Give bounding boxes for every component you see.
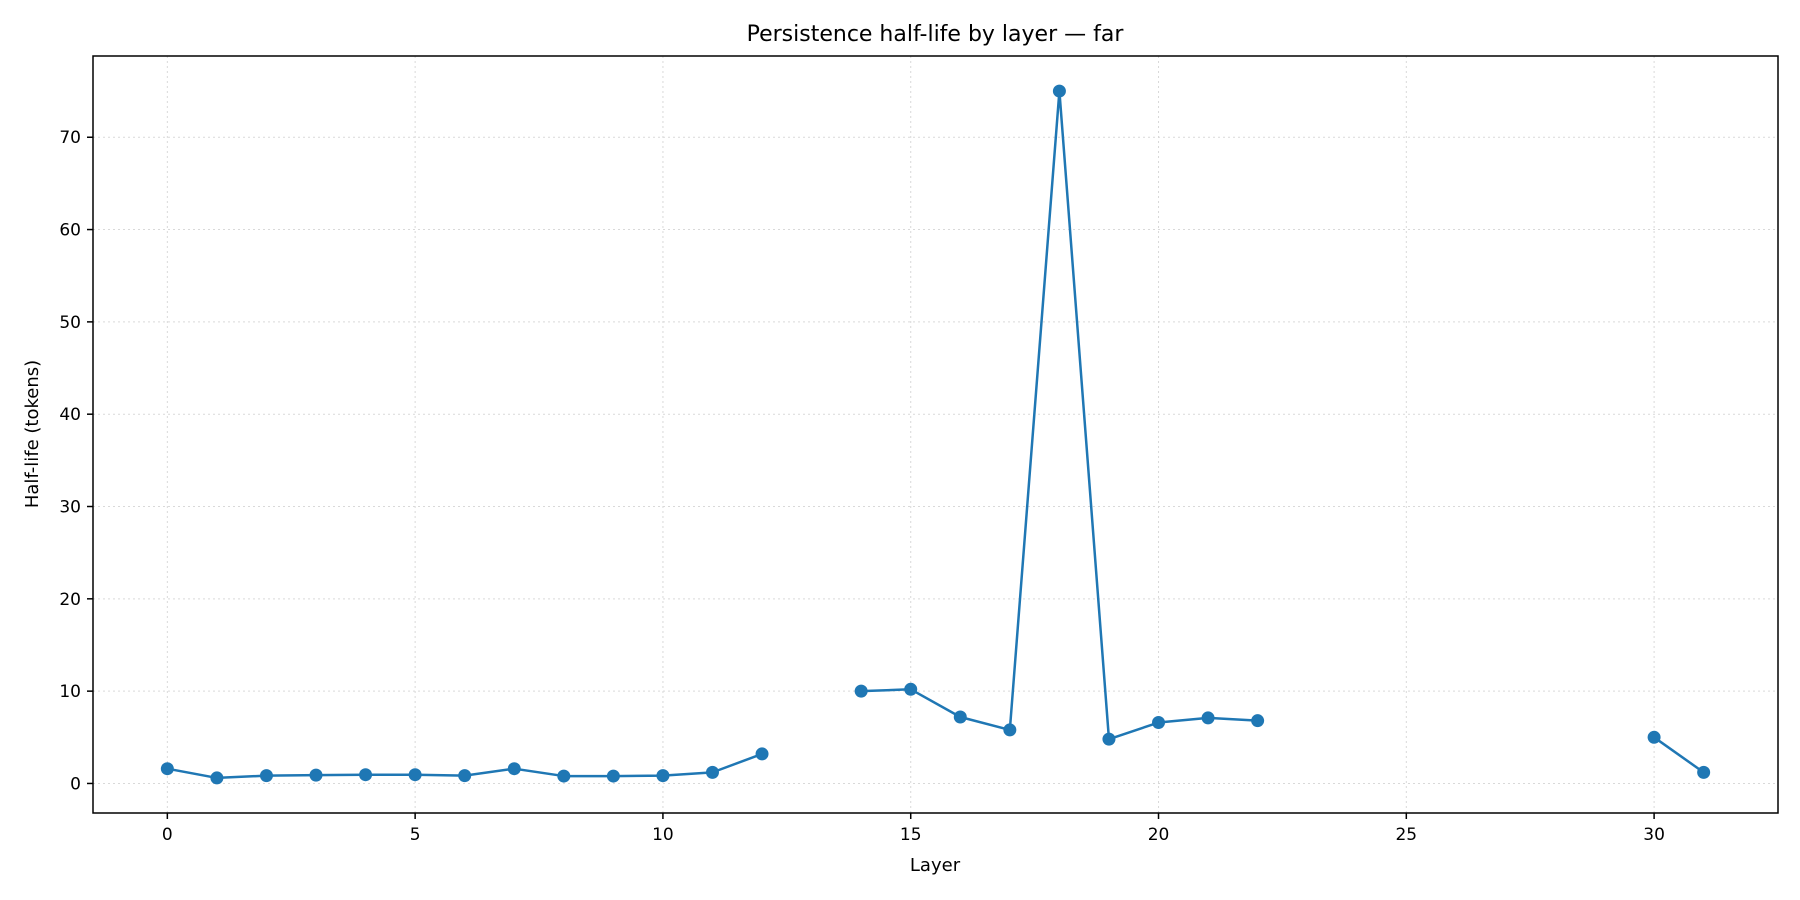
data-point — [507, 762, 521, 776]
chart-title: Persistence half-life by layer — far — [747, 22, 1125, 47]
data-point — [606, 769, 620, 783]
data-point — [408, 768, 422, 782]
y-axis-label: Half-life (tokens) — [22, 360, 43, 508]
data-point — [1697, 765, 1711, 779]
x-axis-label: Layer — [910, 855, 961, 876]
data-point — [953, 710, 967, 724]
data-point — [259, 769, 273, 783]
x-tick-label: 25 — [1395, 825, 1417, 845]
data-point — [1251, 714, 1265, 728]
data-point — [1102, 732, 1116, 746]
y-tick-label: 60 — [59, 221, 81, 241]
y-tick-label: 20 — [59, 590, 81, 610]
x-tick-label: 0 — [162, 825, 173, 845]
data-point — [1052, 84, 1066, 98]
data-point — [1647, 730, 1661, 744]
y-tick-label: 50 — [59, 313, 81, 333]
data-point — [160, 762, 174, 776]
series-line — [861, 89, 1258, 741]
x-tick-label: 5 — [410, 825, 421, 845]
series-line — [1653, 736, 1705, 774]
data-point — [854, 684, 868, 698]
y-tick-label: 10 — [59, 682, 81, 702]
data-point — [557, 769, 571, 783]
x-tick-label: 10 — [652, 825, 674, 845]
data-point — [309, 768, 323, 782]
x-tick-label: 20 — [1148, 825, 1170, 845]
x-tick-label: 30 — [1643, 825, 1665, 845]
data-series — [160, 84, 1711, 785]
data-point — [1152, 716, 1166, 730]
data-point — [210, 771, 224, 785]
y-axis: 0 10 20 30 40 50 60 70 — [59, 128, 93, 794]
y-tick-label: 70 — [59, 128, 81, 148]
x-axis: 0 5 10 15 20 25 30 — [162, 813, 1665, 845]
x-tick-label: 15 — [900, 825, 922, 845]
data-point — [904, 682, 918, 696]
y-tick-label: 30 — [59, 498, 81, 518]
data-point — [656, 769, 670, 783]
y-tick-label: 40 — [59, 405, 81, 425]
data-point — [755, 747, 769, 761]
data-point — [705, 765, 719, 779]
data-point — [1201, 711, 1215, 725]
grid-lines — [93, 56, 1778, 813]
data-point — [359, 768, 373, 782]
plot-frame — [92, 55, 1779, 814]
data-point — [458, 769, 472, 783]
y-tick-label: 0 — [70, 774, 81, 794]
data-point — [1003, 723, 1017, 737]
